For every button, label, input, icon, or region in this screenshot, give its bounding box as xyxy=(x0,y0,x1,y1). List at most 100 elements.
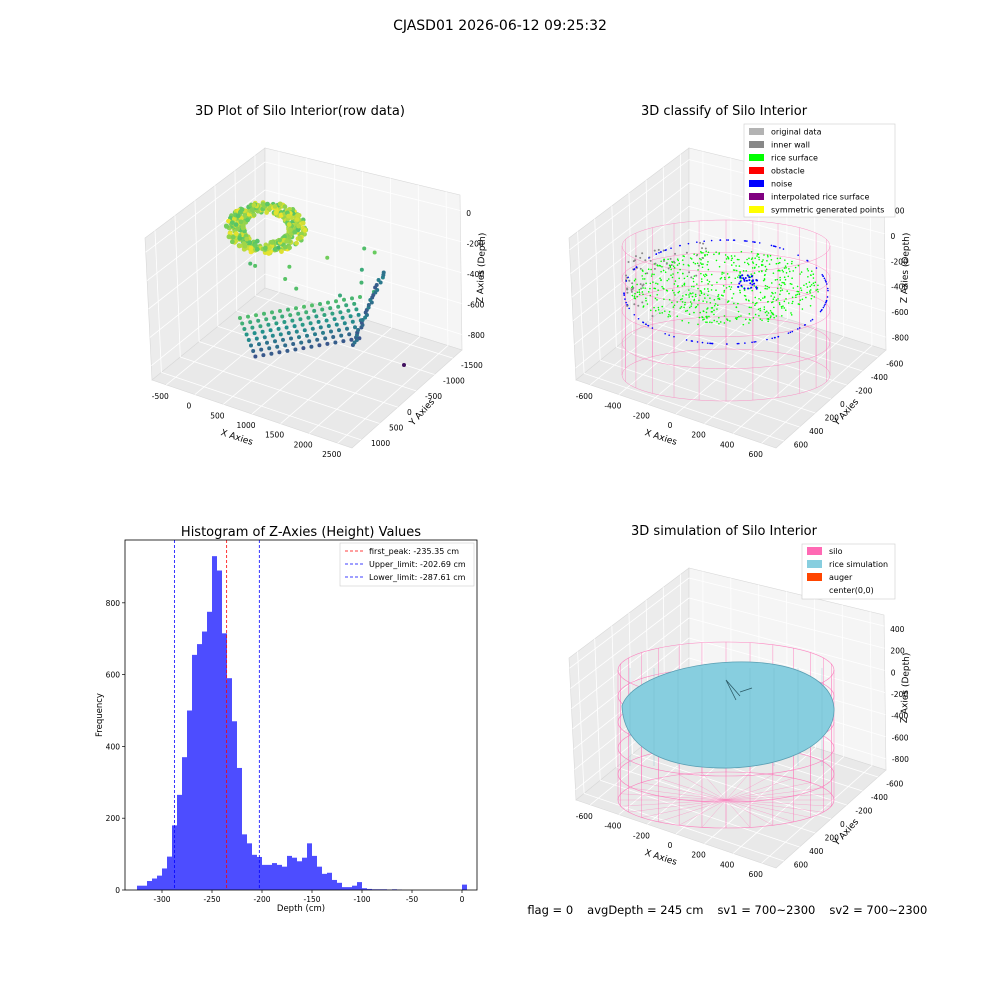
classify-rice-point xyxy=(720,294,723,297)
classify-grid-z xyxy=(571,206,690,298)
classify-rice-point xyxy=(667,278,670,280)
classify-rice-point xyxy=(690,292,692,295)
classify-noise-point xyxy=(673,335,675,338)
simulation-z-tick-label: -400 xyxy=(891,712,908,721)
raw-grid-x xyxy=(308,336,421,434)
raw-point xyxy=(245,217,250,223)
classify-rice-point xyxy=(745,298,747,301)
classify-rice-point xyxy=(688,313,691,316)
classify-wall-point xyxy=(704,247,707,250)
raw-point xyxy=(261,353,266,358)
classify-wall-point xyxy=(701,247,704,250)
simulation-legend-label: silo xyxy=(829,547,843,556)
classify-rice-point xyxy=(810,297,813,300)
simulation-legend-label: center(0,0) xyxy=(829,586,874,595)
raw-point xyxy=(302,304,306,309)
histogram-bar xyxy=(162,868,167,890)
panel-simulation: -600-400-20002004006006004002000-200-400… xyxy=(568,524,912,879)
classify-rice-point xyxy=(763,295,766,298)
classify-wall-point xyxy=(639,256,642,259)
histogram-bar xyxy=(167,856,172,890)
raw-point xyxy=(265,340,269,345)
classify-noise-point xyxy=(770,244,773,247)
classify-rice-point xyxy=(761,260,763,263)
classify-rice-point xyxy=(662,287,665,290)
classify-rice-point xyxy=(722,295,724,297)
classify-wall-point xyxy=(662,259,665,262)
classify-wall-point xyxy=(625,274,628,277)
raw-grid-x xyxy=(251,318,364,415)
classify-rice-point xyxy=(654,309,657,312)
classify-rice-point xyxy=(758,270,760,273)
classify-rice-point xyxy=(766,285,769,288)
raw-point xyxy=(223,223,229,229)
simulation-rice-surface xyxy=(621,661,835,769)
classify-rice-point xyxy=(704,275,706,278)
classify-rice-point xyxy=(776,278,779,281)
classify-rice-point xyxy=(738,315,740,318)
classify-rice-point xyxy=(748,257,750,260)
raw-point xyxy=(284,325,289,330)
classify-rice-point xyxy=(775,299,778,301)
classify-rice-point xyxy=(737,302,739,305)
classify-grid-y xyxy=(600,359,800,428)
classify-wall-point xyxy=(653,249,656,252)
classify-noise-point xyxy=(822,275,824,277)
classify-noise-point xyxy=(825,283,828,285)
raw-point xyxy=(278,332,283,337)
classify-rice-point xyxy=(711,284,713,286)
raw-point xyxy=(284,238,290,244)
classify-noise-point xyxy=(827,289,829,292)
classify-rice-point xyxy=(764,287,767,290)
classify-rice-point xyxy=(706,253,709,256)
raw-point xyxy=(334,322,339,327)
raw-x-tick-label: 1000 xyxy=(236,421,255,430)
classify-rice-point xyxy=(813,296,816,298)
classify-noise-point xyxy=(826,296,829,298)
classify-rice-point xyxy=(713,304,716,307)
classify-noise-point xyxy=(743,279,746,282)
simulation-legend-label: auger xyxy=(829,573,853,582)
raw-point xyxy=(330,311,335,316)
classify-noise-point xyxy=(777,335,780,338)
classify-rice-point xyxy=(754,304,756,307)
classify-rice-point xyxy=(767,255,769,258)
classify-rice-point xyxy=(795,294,797,297)
simulation-y-tick-label: 600 xyxy=(794,860,809,869)
classify-rice-point xyxy=(745,270,748,272)
histogram-bar xyxy=(342,887,347,890)
classify-noise-point xyxy=(664,332,666,335)
raw-grid-x xyxy=(280,327,392,425)
raw-point xyxy=(374,283,379,287)
classify-z-axis-label: Z Axies (Depth) xyxy=(900,233,912,304)
sv2-text: sv2 = 700~2300 xyxy=(829,903,928,917)
simulation-silo-spoke xyxy=(725,782,811,801)
classify-rice-point xyxy=(742,323,745,326)
raw-point xyxy=(338,310,343,315)
simulation-y-tick-label: -600 xyxy=(886,780,903,789)
classify-rice-point xyxy=(694,293,697,296)
raw-point xyxy=(266,322,271,327)
raw-point xyxy=(307,339,312,344)
classify-rice-point xyxy=(784,265,787,267)
raw-point xyxy=(326,300,330,305)
raw-point xyxy=(233,231,239,237)
classify-rice-point xyxy=(715,259,718,262)
histogram-x-tick-label: -50 xyxy=(406,895,418,904)
classify-rice-point xyxy=(737,276,739,278)
raw-grid-x xyxy=(337,345,449,444)
raw-point xyxy=(286,307,290,312)
histogram-bar xyxy=(182,757,187,890)
simulation-silo-spoke xyxy=(679,774,727,801)
raw-point xyxy=(326,324,331,328)
classify-legend-swatch xyxy=(749,154,764,161)
classify-rice-point xyxy=(750,306,752,309)
classify-noise-point xyxy=(726,343,728,345)
classify-rice-point xyxy=(799,299,802,301)
classify-rice-point xyxy=(706,279,709,281)
raw-point xyxy=(354,307,359,312)
raw-x-tick-label: 2000 xyxy=(294,440,313,449)
classify-rice-point xyxy=(656,293,659,296)
histogram-bar xyxy=(207,611,212,890)
classify-rice-point xyxy=(799,287,802,289)
